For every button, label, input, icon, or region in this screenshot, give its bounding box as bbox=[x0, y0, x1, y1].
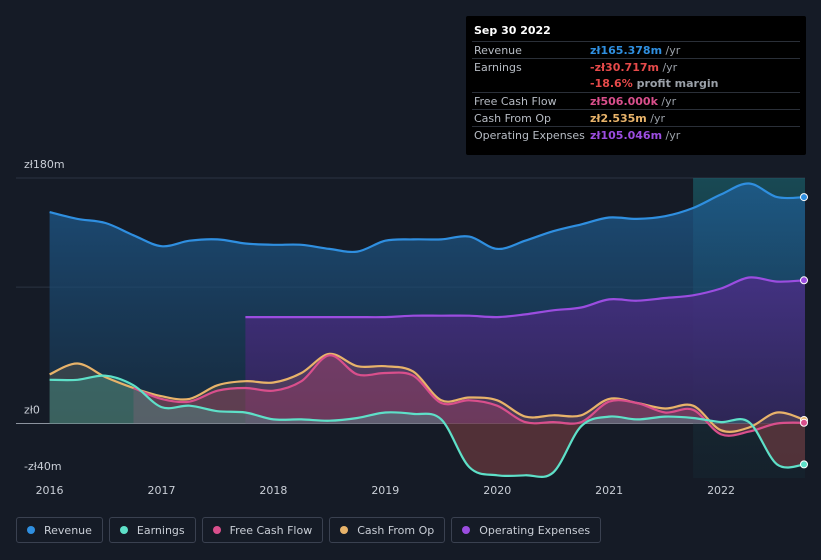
tooltip-row-free-cash-flow: Free Cash Flow zł506.000k /yr bbox=[472, 92, 800, 110]
tooltip-label: Operating Expenses bbox=[474, 129, 585, 142]
line-operating-expenses bbox=[245, 276, 806, 319]
legend-item-revenue[interactable]: Revenue bbox=[16, 517, 103, 543]
line-revenue bbox=[49, 182, 806, 254]
y-axis-ticks: zł180m zł0 -zł40m bbox=[24, 158, 65, 473]
tooltip-unit: /yr bbox=[662, 129, 681, 142]
tooltip-value-wrap: -18.6% profit margin bbox=[590, 77, 718, 90]
tooltip-value-wrap: zł105.046m /yr bbox=[590, 129, 680, 142]
x-tick-label: 2020 bbox=[483, 484, 511, 497]
tooltip-label: Revenue bbox=[474, 44, 522, 57]
line-earnings bbox=[49, 374, 806, 478]
legend-label: Revenue bbox=[44, 523, 92, 537]
end-marker-earnings bbox=[800, 460, 808, 469]
tooltip-unit: /yr bbox=[646, 112, 665, 125]
tooltip-row-revenue: Revenue zł165.378m /yr bbox=[472, 41, 800, 59]
tooltip-date: Sep 30 2022 bbox=[474, 24, 551, 37]
tooltip-value: -18.6% bbox=[590, 77, 633, 90]
legend-item-earnings[interactable]: Earnings bbox=[108, 517, 196, 543]
area-free-cash-flow bbox=[133, 355, 805, 436]
tooltip-unit: profit margin bbox=[632, 77, 719, 90]
legend-dot-icon bbox=[212, 526, 221, 534]
legend-item-operating-expenses[interactable]: Operating Expenses bbox=[451, 517, 602, 543]
tooltip-value-wrap: -zł30.717m /yr bbox=[590, 61, 677, 74]
legend-label: Operating Expenses bbox=[479, 523, 591, 537]
legend-item-cash-from-op[interactable]: Cash From Op bbox=[329, 517, 446, 543]
x-tick-label: 2022 bbox=[707, 484, 735, 497]
x-tick-label: 2017 bbox=[147, 484, 175, 497]
tooltip-value-wrap: zł2.535m /yr bbox=[590, 112, 665, 125]
tooltip-value: -zł30.717m bbox=[590, 61, 659, 74]
x-tick-label: 2016 bbox=[36, 484, 64, 497]
tooltip-panel: Sep 30 2022 Revenue zł165.378m /yr Earni… bbox=[466, 16, 806, 155]
tooltip-unit: /yr bbox=[658, 61, 678, 74]
area-operating-expenses bbox=[245, 277, 805, 424]
tooltip-label: Free Cash Flow bbox=[474, 95, 557, 108]
tooltip-value-wrap: zł506.000k /yr bbox=[590, 95, 676, 108]
x-axis-ticks: 2016 2017 2018 2019 2020 2021 2022 bbox=[36, 484, 735, 497]
tooltip-row-earnings: Earnings -zł30.717m /yr bbox=[472, 58, 800, 76]
line-free-cash-flow bbox=[133, 354, 806, 437]
tooltip-row-cash-from-op: Cash From Op zł2.535m /yr bbox=[472, 109, 800, 127]
end-marker-free-cash-flow bbox=[800, 418, 808, 427]
legend-dot-icon bbox=[462, 526, 471, 534]
x-tick-label: 2018 bbox=[259, 484, 287, 497]
x-tick-label: 2021 bbox=[595, 484, 623, 497]
series-lines bbox=[49, 182, 806, 478]
tooltip-unit: /yr bbox=[662, 44, 681, 57]
end-marker-operating-expenses bbox=[800, 276, 808, 285]
legend-label: Earnings bbox=[136, 523, 185, 537]
tooltip-value: zł2.535m bbox=[590, 112, 647, 125]
tooltip-unit: /yr bbox=[657, 95, 677, 108]
tooltip-label: Cash From Op bbox=[474, 112, 552, 125]
legend-label: Free Cash Flow bbox=[229, 523, 313, 537]
tooltip-row-operating-expenses: Operating Expenses zł105.046m /yr bbox=[472, 126, 800, 144]
end-marker-revenue bbox=[800, 193, 808, 202]
legend-item-free-cash-flow[interactable]: Free Cash Flow bbox=[201, 517, 324, 543]
tooltip-value-wrap: zł165.378m /yr bbox=[590, 44, 680, 57]
chart-canvas: zł180m zł0 -zł40m 2016 2017 2018 2019 2020 2021… bbox=[16, 158, 808, 497]
tooltip-value: zł165.378m bbox=[590, 44, 663, 57]
legend-dot-icon bbox=[119, 526, 128, 534]
y-tick-label: -zł40m bbox=[24, 460, 62, 473]
x-tick-label: 2019 bbox=[371, 484, 399, 497]
tooltip-row-profit-margin: -18.6% profit margin bbox=[472, 75, 800, 92]
series-end-markers bbox=[800, 193, 808, 469]
line-cash-from-op bbox=[49, 352, 806, 433]
tooltip-value: zł105.046m bbox=[590, 129, 663, 142]
chart-legend: Revenue Earnings Free Cash Flow Cash Fro… bbox=[16, 517, 602, 545]
tooltip-value: zł506.000k bbox=[590, 95, 658, 108]
tooltip-label: Earnings bbox=[474, 61, 522, 74]
legend-label: Cash From Op bbox=[357, 523, 435, 537]
series-areas bbox=[49, 183, 806, 477]
legend-dot-icon bbox=[27, 526, 35, 534]
y-tick-label: zł0 bbox=[24, 403, 40, 416]
y-tick-label: zł180m bbox=[24, 158, 65, 171]
legend-dot-icon bbox=[340, 526, 349, 534]
